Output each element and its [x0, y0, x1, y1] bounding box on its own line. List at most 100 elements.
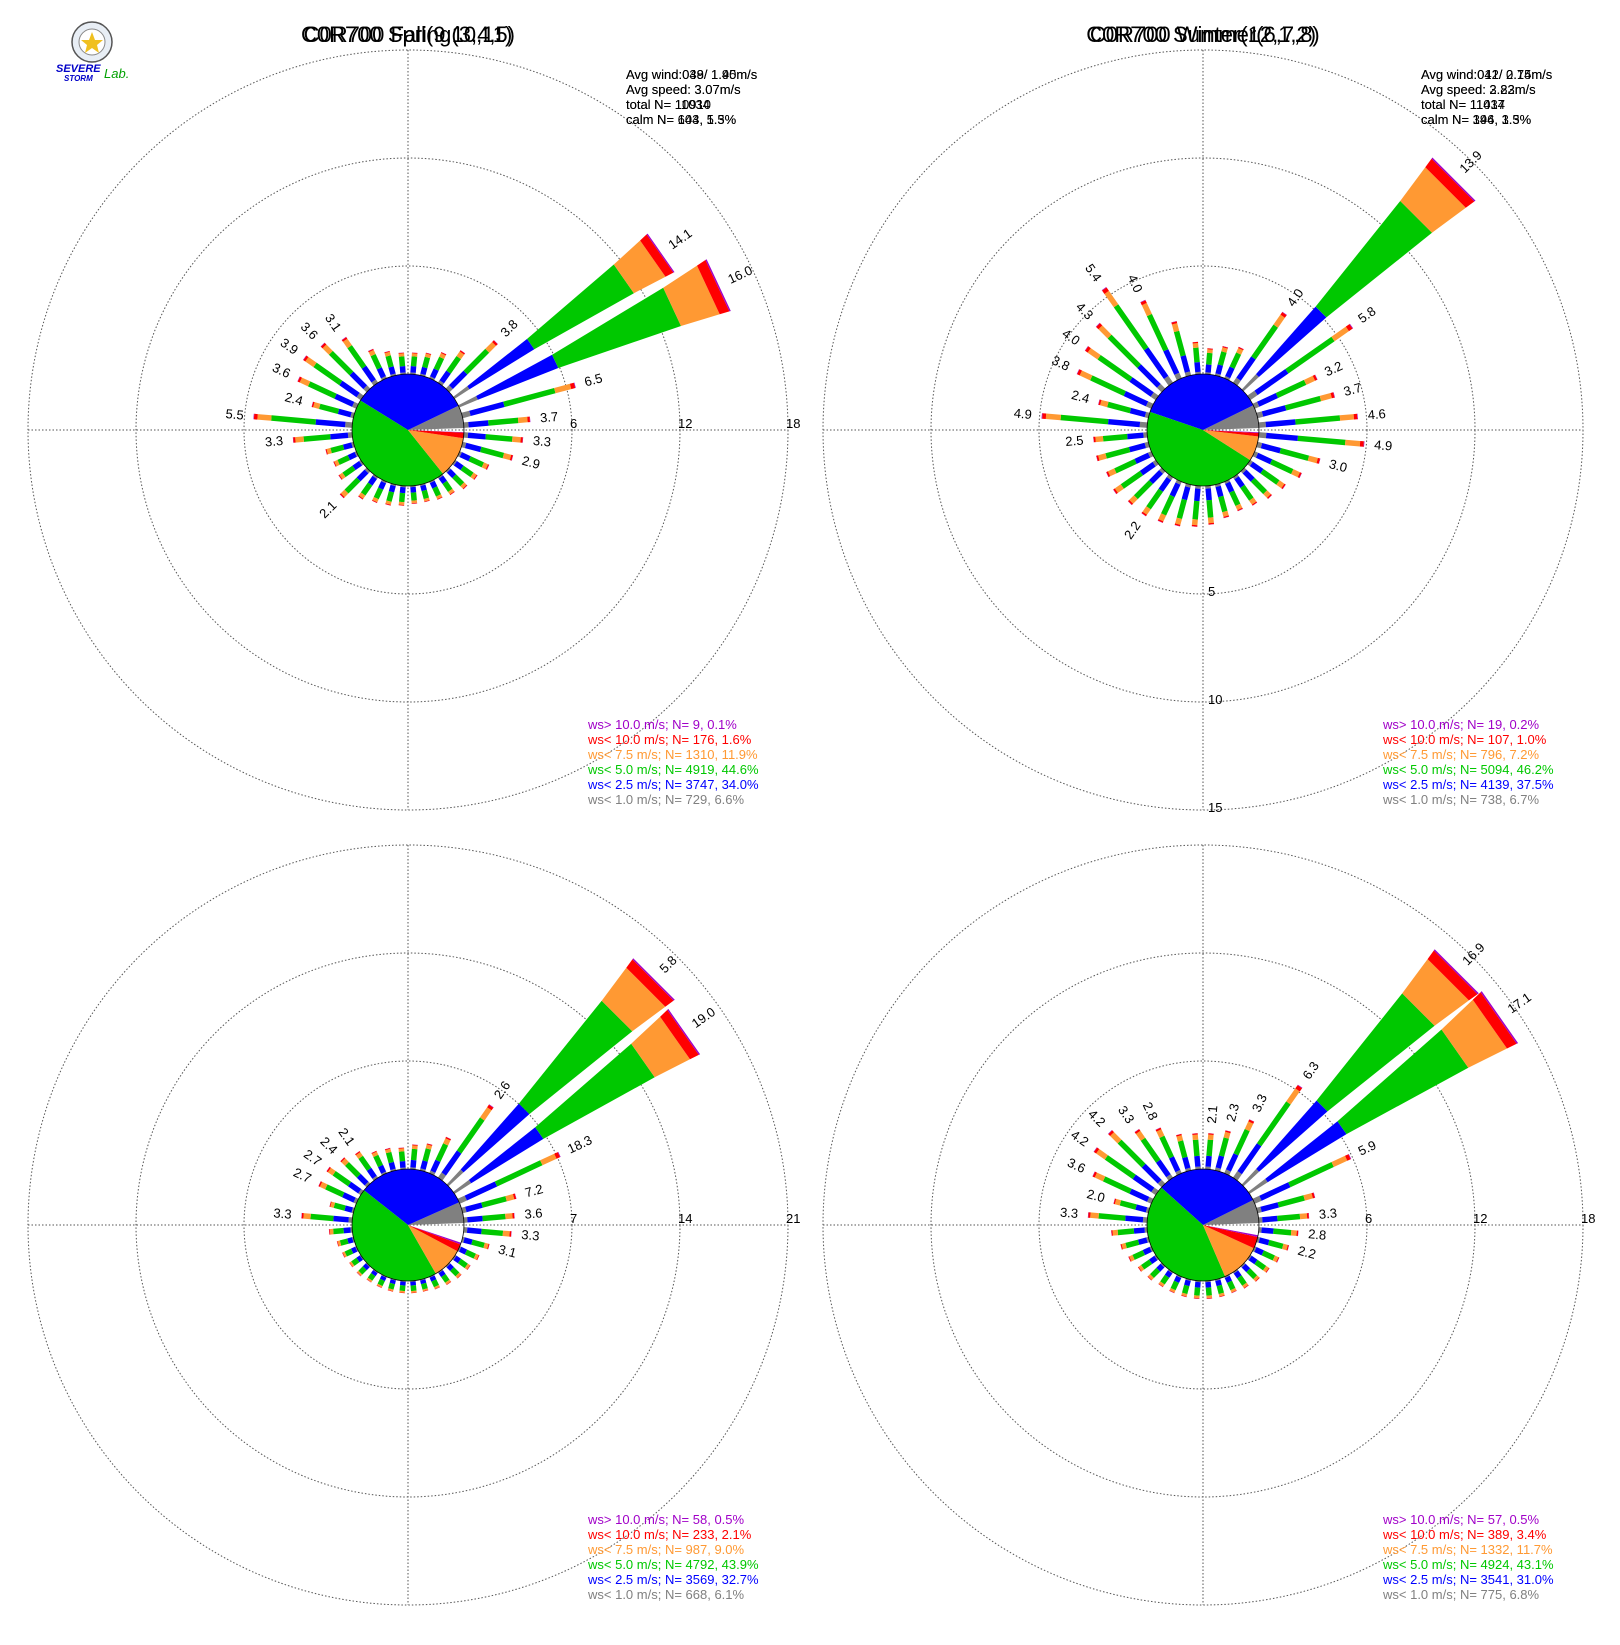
windrose-bar-segment	[411, 1292, 417, 1294]
bar-value-label: 2.1	[316, 498, 339, 521]
windrose-bar-segment	[387, 1290, 393, 1292]
windrose-bar-segment	[424, 500, 430, 503]
legend-entry: ws< 10.0 m/s; N= 176, 1.6%	[587, 732, 752, 747]
windrose-bar-segment	[1205, 485, 1211, 489]
windrose-bar-segment	[1248, 1119, 1255, 1124]
windrose-bar-segment	[465, 1202, 483, 1213]
windrose-bar-segment	[1205, 1155, 1212, 1167]
bar-value-label: 4.0	[1059, 326, 1082, 349]
windrose-bar-segment	[378, 481, 387, 490]
windrose-bar-segment	[372, 1175, 379, 1181]
windrose-bar-segment	[385, 500, 392, 505]
windrose-bar-segment	[342, 465, 356, 478]
windrose-bar-segment	[297, 376, 302, 383]
speed-pie-slice	[408, 1202, 464, 1225]
windrose-bar-segment	[518, 416, 528, 424]
speed-pie-slice	[1203, 430, 1259, 461]
windrose-bar-segment	[356, 1173, 369, 1186]
windrose-bar-segment	[399, 366, 406, 373]
windrose-bar-segment	[334, 393, 355, 407]
windrose-bar-segment	[301, 1213, 304, 1219]
windrose-bar-segment	[388, 1161, 396, 1171]
lab-logo: SEVERE STORM Lab.	[56, 21, 129, 83]
windrose-bar-segment	[358, 495, 364, 500]
speed-pie-slice	[352, 400, 443, 486]
windrose-bar-segment	[361, 365, 376, 383]
windrose-bar-segment	[439, 353, 446, 359]
speed-pie-slice	[364, 1169, 460, 1225]
bar-value-label: 4.0	[1284, 286, 1307, 309]
stats-line: total N= 11037	[1421, 97, 1505, 112]
stats-line: total N= 11414	[1421, 97, 1505, 112]
windrose-bar-segment	[1208, 1133, 1214, 1134]
windrose-bar-segment	[502, 1230, 510, 1237]
windrose-bar-segment	[464, 442, 482, 453]
windrose-bar-segment	[1098, 1213, 1126, 1221]
windrose-bar-segment	[257, 414, 272, 421]
windrose-bar-segment	[626, 959, 674, 1007]
legend-entry: ws< 2.5 m/s; N= 3569, 32.7%	[587, 1572, 759, 1587]
windrose-bar-segment	[360, 482, 373, 496]
windrose-bar-segment	[301, 1212, 302, 1219]
windrose-bar-segment	[1241, 374, 1259, 392]
windrose-bar-segment	[1219, 1295, 1225, 1298]
windrose-bar-segment	[446, 468, 457, 479]
windrose-bar-segment	[311, 401, 314, 407]
windrose-bar-segment	[341, 337, 348, 342]
windrose-bar-segment	[1174, 523, 1181, 527]
bar-value-label: 3.6	[1065, 1155, 1088, 1176]
windrose-bar-segment	[485, 464, 490, 470]
windrose-bar-segment	[420, 1279, 427, 1285]
windrose-bar-segment	[1231, 1290, 1237, 1294]
windrose-bar-segment	[425, 1144, 433, 1150]
windrose-bar-segment	[705, 259, 731, 312]
windrose-bar-segment	[381, 479, 387, 484]
windrose-bar-segment	[359, 1254, 364, 1260]
windrose-bar-segment	[441, 1150, 462, 1176]
windrose-bar-segment	[1102, 287, 1109, 294]
windrose-bar-segment	[485, 434, 513, 442]
windrose-bar-segment	[667, 1008, 701, 1055]
speed-pie-outline	[1146, 373, 1260, 487]
windrose-bar-segment	[338, 474, 343, 480]
windrose-bar-segment	[1250, 477, 1268, 495]
windrose-bar-segment	[1273, 314, 1285, 328]
windrose-bar-segment	[468, 420, 489, 428]
windrose-bar-segment	[1206, 499, 1214, 518]
windrose-bar-segment	[336, 1241, 339, 1247]
windrose-bar-segment	[1141, 1163, 1162, 1184]
windrose-bar-segment	[327, 1167, 336, 1176]
windrose-bar-segment	[326, 1166, 330, 1172]
windrose-bar-segment	[430, 1159, 441, 1173]
windrose-bar-segment	[554, 1152, 561, 1159]
windrose-bar-segment	[1096, 323, 1103, 330]
windrose-bar-segment	[427, 1143, 433, 1145]
windrose-panel: C0R700 Spring(3,4,5)6 12 183.814.116.06.53…	[27, 22, 800, 811]
windrose-bar-segment	[485, 342, 496, 353]
windrose-bar-segment	[1279, 448, 1310, 461]
windrose-bar-segment	[1231, 1290, 1237, 1294]
windrose-bar-segment	[1134, 1128, 1140, 1133]
windrose-bar-segment	[1249, 461, 1264, 474]
windrose-bar-segment	[450, 1267, 460, 1277]
windrose-bar-segment	[1247, 1254, 1252, 1261]
windrose-bar-segment	[429, 1170, 436, 1176]
windrose-bar-segment	[1170, 1280, 1179, 1291]
windrose-bar-segment	[518, 1000, 633, 1115]
windrose-bar-segment	[1303, 1193, 1313, 1201]
windrose-bar-segment	[303, 1213, 311, 1220]
windrose-bar-segment	[452, 474, 465, 487]
windrose-bar-segment	[293, 437, 296, 443]
windrose-bar-segment	[1251, 324, 1278, 360]
windrose-bar-segment	[1295, 1085, 1303, 1092]
windrose-bar-segment	[1296, 1230, 1299, 1237]
windrose-bar-segment	[470, 472, 477, 480]
windrose-bar-segment	[435, 1287, 440, 1290]
stats-line: calm N= 396, 3.5%	[1421, 112, 1532, 127]
ring-label: 18	[786, 416, 800, 431]
windrose-bar-segment	[1260, 1202, 1279, 1213]
windrose-bar-segment	[1256, 1100, 1328, 1172]
windrose-bar-segment	[1240, 484, 1254, 501]
windrose-bar-segment	[1206, 1297, 1213, 1299]
windrose-bar-segment	[1180, 355, 1191, 373]
